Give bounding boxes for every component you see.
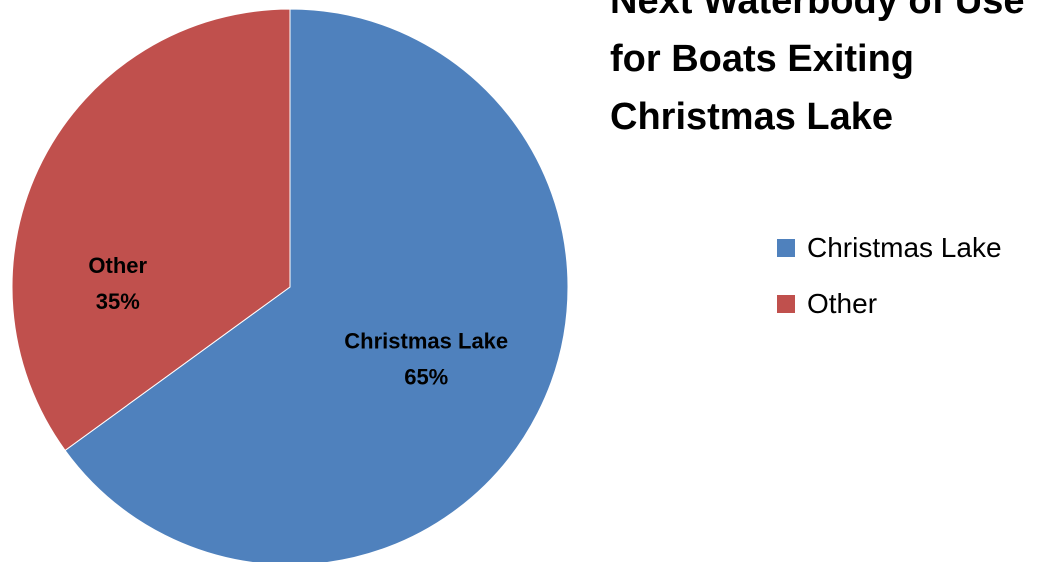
legend: Christmas Lake Other: [777, 232, 1002, 344]
legend-label-other: Other: [807, 288, 877, 320]
legend-swatch-other: [777, 295, 795, 313]
chart-title: Next Waterbody of Use for Boats Exiting …: [610, 0, 1040, 146]
legend-item-other: Other: [777, 288, 1002, 320]
pie-slices: [12, 9, 568, 562]
legend-item-christmas-lake: Christmas Lake: [777, 232, 1002, 264]
legend-label-christmas-lake: Christmas Lake: [807, 232, 1002, 264]
legend-swatch-christmas-lake: [777, 239, 795, 257]
